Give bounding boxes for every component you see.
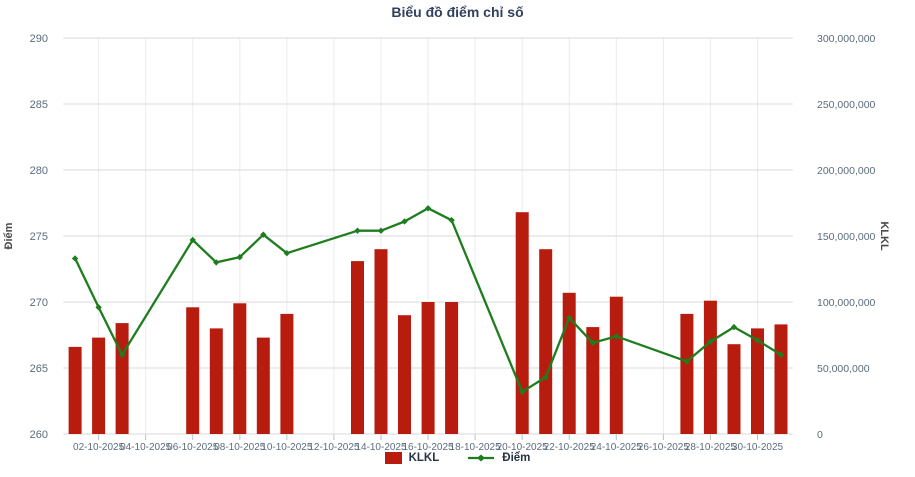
line-marker-22-10-2025	[566, 314, 573, 322]
bar-28-10-2025	[703, 300, 717, 434]
bar-17-10-2025	[445, 302, 459, 434]
legend-label-diem: Điểm	[502, 452, 531, 464]
svg-text:16-10-2025: 16-10-2025	[402, 442, 454, 453]
line-marker-24-10-2025	[613, 333, 620, 340]
bar-31-10-2025	[774, 324, 788, 434]
svg-text:06-10-2025: 06-10-2025	[167, 442, 219, 453]
line-marker-14-10-2025	[377, 227, 385, 234]
bar-30-10-2025	[751, 328, 764, 434]
left-axis-title: Điểm	[3, 222, 15, 250]
line-series-swatch	[467, 452, 495, 464]
bar-22-10-2025	[562, 292, 576, 434]
bar-15-10-2025	[398, 315, 411, 434]
line-marker-31-10-2025	[777, 351, 785, 358]
line-marker-01-10-2025	[71, 255, 79, 262]
bar-16-10-2025	[421, 302, 435, 434]
svg-text:260: 260	[30, 429, 48, 441]
line-marker-20-10-2025	[518, 388, 526, 395]
svg-text:20-10-2025: 20-10-2025	[497, 442, 549, 453]
svg-text:100,000,000: 100,000,000	[817, 297, 876, 309]
line-marker-08-10-2025	[236, 253, 243, 261]
line-marker-17-10-2025	[448, 216, 455, 224]
svg-text:02-10-2025: 02-10-2025	[73, 442, 125, 453]
line-marker-09-10-2025	[260, 231, 267, 238]
line-marker-03-10-2025	[118, 351, 126, 358]
svg-text:26-10-2025: 26-10-2025	[638, 442, 690, 453]
legend-item-diem[interactable]: Điểm	[467, 452, 530, 464]
bar-20-10-2025	[515, 212, 529, 434]
line-series	[71, 205, 785, 395]
legend-item-klkl[interactable]: KLKL	[384, 452, 440, 464]
svg-text:0: 0	[817, 429, 823, 441]
svg-text:50,000,000: 50,000,000	[817, 363, 870, 375]
line-marker-02-10-2025	[95, 304, 102, 311]
svg-text:285: 285	[30, 99, 48, 111]
svg-text:265: 265	[30, 363, 48, 375]
svg-text:14-10-2025: 14-10-2025	[355, 442, 407, 453]
svg-text:200,000,000: 200,000,000	[817, 165, 876, 177]
bar-10-10-2025	[280, 313, 294, 434]
svg-text:290: 290	[30, 33, 48, 45]
right-axis-labels: 0 50,000,000 100,000,000 150,000,000 200,000…	[817, 33, 876, 441]
svg-text:08-10-2025: 08-10-2025	[214, 442, 266, 453]
line-marker-13-10-2025	[354, 227, 361, 234]
bar-01-10-2025	[68, 346, 82, 434]
svg-text:270: 270	[30, 297, 48, 309]
bar-14-10-2025	[374, 249, 388, 434]
svg-text:28-10-2025: 28-10-2025	[685, 442, 737, 453]
bar-series	[68, 212, 788, 434]
x-axis-labels: 02-10-202504-10-202506-10-202508-10-2025…	[73, 442, 783, 453]
svg-text:275: 275	[30, 231, 48, 243]
line-marker-23-10-2025	[589, 339, 596, 347]
bar-08-10-2025	[233, 303, 247, 434]
line-marker-29-10-2025	[730, 323, 738, 331]
line-marker-30-10-2025	[754, 337, 761, 344]
bar-13-10-2025	[351, 261, 364, 434]
bar-23-10-2025	[586, 327, 600, 434]
line-marker-16-10-2025	[424, 205, 432, 212]
chart-title: Biểu đồ điểm chỉ số	[391, 4, 524, 20]
bar-02-10-2025	[92, 337, 106, 434]
line-marker-07-10-2025	[213, 259, 220, 266]
bar-09-10-2025	[256, 337, 270, 434]
line-marker-28-10-2025	[707, 338, 714, 345]
svg-text:10-10-2025: 10-10-2025	[261, 442, 313, 453]
svg-text:04-10-2025: 04-10-2025	[120, 442, 172, 453]
svg-text:250,000,000: 250,000,000	[817, 99, 876, 111]
bar-series-swatch	[384, 452, 402, 464]
bar-24-10-2025	[609, 296, 623, 434]
bar-03-10-2025	[115, 323, 129, 434]
svg-text:30-10-2025: 30-10-2025	[732, 442, 784, 453]
legend-label-klkl: KLKL	[408, 452, 440, 464]
line-marker-27-10-2025	[683, 358, 691, 365]
svg-text:24-10-2025: 24-10-2025	[591, 442, 643, 453]
bar-29-10-2025	[727, 344, 741, 434]
line-marker-06-10-2025	[189, 236, 196, 244]
x-axis-ticks	[98, 434, 759, 440]
left-axis-labels: 260 265 270 275 280 285 290	[30, 33, 48, 441]
bar-06-10-2025	[186, 307, 200, 434]
bar-27-10-2025	[680, 313, 694, 434]
line-marker-15-10-2025	[401, 218, 408, 225]
svg-text:18-10-2025: 18-10-2025	[450, 442, 502, 453]
bar-21-10-2025	[539, 249, 553, 434]
svg-text:280: 280	[30, 165, 48, 177]
svg-text:300,000,000: 300,000,000	[817, 33, 876, 45]
right-axis-title: KLKL	[878, 221, 890, 251]
svg-text:150,000,000: 150,000,000	[817, 231, 876, 243]
legend: KLKL Điểm	[0, 452, 915, 464]
svg-text:22-10-2025: 22-10-2025	[544, 442, 596, 453]
line-marker-10-10-2025	[283, 249, 291, 257]
line-marker-21-10-2025	[542, 374, 549, 381]
bar-07-10-2025	[209, 328, 223, 434]
svg-text:12-10-2025: 12-10-2025	[308, 442, 360, 453]
